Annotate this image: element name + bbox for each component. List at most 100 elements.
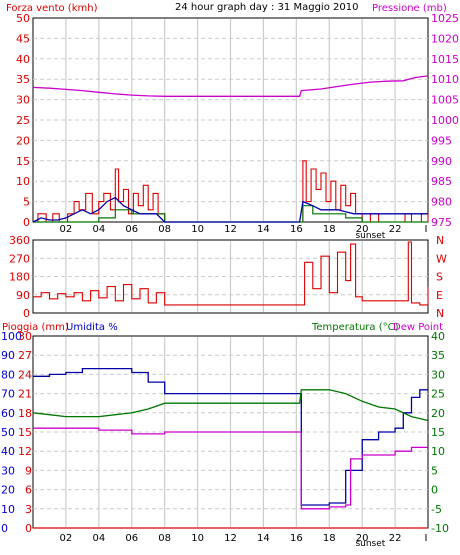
- dewpoint-line: [33, 427, 428, 510]
- humidity-tick-label: 10: [1, 503, 15, 516]
- wind-tick-label: 15: [16, 155, 30, 168]
- sunset-label: sunset: [355, 539, 385, 549]
- temperature-tick-label: 40: [431, 330, 445, 343]
- humidity-tick-label: 50: [1, 426, 15, 439]
- wind-axis-label: Forza vento (kmh): [6, 3, 98, 14]
- pressure-tick-label: 1000: [431, 114, 459, 127]
- temperature-tick-label: 10: [431, 445, 445, 458]
- rain-tick-label: 3: [25, 503, 32, 516]
- humidity-tick-label: 90: [1, 349, 15, 362]
- direction-tick-label: 270: [9, 252, 30, 265]
- pressure-line: [32, 75, 429, 97]
- wind-gust-line: [33, 160, 429, 223]
- humidity-tick-label: 70: [1, 388, 15, 401]
- pressure-tick-label: 980: [431, 196, 452, 209]
- x-tick-label: 14: [257, 533, 270, 544]
- compass-tick-label: W: [436, 252, 447, 265]
- rain-tick-label: 21: [18, 388, 32, 401]
- wind-tick-label: 25: [16, 114, 30, 127]
- direction-tick-label: 180: [9, 271, 30, 284]
- x-tick-label: 18: [323, 533, 336, 544]
- x-tick-label: 10: [191, 224, 204, 235]
- x-tick-label: 12: [224, 224, 237, 235]
- temperature-line: [32, 389, 429, 422]
- wind-tick-label: 35: [16, 73, 30, 86]
- wind-speed-line: [32, 196, 428, 223]
- rain-tick-label: 9: [25, 464, 32, 477]
- x-tick-label: 04: [92, 533, 105, 544]
- pressure-tick-label: 1025: [431, 12, 459, 25]
- rain-axis-label: Pioggia (mm): [2, 322, 69, 333]
- temperature-axis-label: Temperatura (°C): [311, 322, 399, 333]
- x-tick-label: I: [425, 224, 428, 235]
- pressure-tick-label: 975: [431, 216, 452, 229]
- pressure-tick-label: 1020: [431, 32, 459, 45]
- x-tick-label: 06: [125, 224, 138, 235]
- rain-tick-label: 27: [18, 349, 32, 362]
- humidity-tick-label: 100: [1, 330, 22, 343]
- wind-direction-line: [33, 241, 429, 306]
- x-tick-label: 20: [356, 533, 369, 544]
- temperature-tick-label: 35: [431, 349, 445, 362]
- temperature-tick-label: 0: [431, 484, 438, 497]
- pressure-tick-label: 1010: [431, 73, 459, 86]
- humidity-tick-label: 80: [1, 368, 15, 381]
- pressure-axis-label: Pressione (mb): [372, 3, 447, 14]
- compass-tick-label: S: [436, 271, 443, 284]
- temperature-tick-label: 30: [431, 368, 445, 381]
- rain-tick-label: 12: [18, 445, 32, 458]
- x-tick-label: 22: [389, 533, 402, 544]
- pressure-tick-label: 1015: [431, 53, 459, 66]
- wind-tick-label: 5: [23, 196, 30, 209]
- direction-tick-label: 0: [23, 307, 30, 320]
- direction-tick-label: 360: [9, 234, 30, 247]
- temperature-tick-label: 5: [431, 464, 438, 477]
- x-tick-label: 10: [191, 533, 204, 544]
- pressure-tick-label: 1005: [431, 94, 459, 107]
- chart-title: 24 hour graph day : 31 Maggio 2010: [175, 2, 358, 13]
- x-tick-label: 12: [224, 533, 237, 544]
- x-tick-label: 22: [389, 224, 402, 235]
- temperature-tick-label: 15: [431, 426, 445, 439]
- compass-tick-label: N: [436, 307, 444, 320]
- x-tick-label: 04: [92, 224, 105, 235]
- x-tick-label: 14: [257, 224, 270, 235]
- wind-tick-label: 40: [16, 53, 30, 66]
- x-tick-label: 08: [158, 533, 171, 544]
- humidity-tick-label: 40: [1, 445, 15, 458]
- rain-tick-label: 15: [18, 426, 32, 439]
- tick-layer: 0510152025303540455097598098599099510001…: [1, 12, 459, 549]
- wind-tick-label: 20: [16, 134, 30, 147]
- x-tick-label: I: [425, 533, 428, 544]
- humidity-tick-label: 20: [1, 484, 15, 497]
- rain-tick-label: 24: [18, 368, 32, 381]
- pressure-tick-label: 985: [431, 175, 452, 188]
- x-tick-label: 02: [60, 533, 73, 544]
- x-tick-label: 16: [290, 533, 303, 544]
- temperature-tick-label: -10: [431, 522, 449, 535]
- x-tick-label: 02: [60, 224, 73, 235]
- wind-tick-label: 10: [16, 175, 30, 188]
- temperature-tick-label: 25: [431, 388, 445, 401]
- humidity-tick-label: 30: [1, 464, 15, 477]
- direction-tick-label: 90: [16, 289, 30, 302]
- x-tick-label: 18: [323, 224, 336, 235]
- dewpoint-axis-label: Dew Point: [393, 322, 443, 333]
- pressure-tick-label: 995: [431, 134, 452, 147]
- humidity-axis-label: Umidita %: [66, 322, 118, 333]
- sunset-label: sunset: [355, 231, 385, 241]
- x-tick-label: 08: [158, 224, 171, 235]
- wind-tick-label: 45: [16, 32, 30, 45]
- temperature-tick-label: -5: [431, 503, 442, 516]
- rain-tick-label: 18: [18, 407, 32, 420]
- x-tick-label: 20: [356, 224, 369, 235]
- wind-tick-label: 50: [16, 12, 30, 25]
- compass-tick-label: E: [436, 289, 443, 302]
- pressure-tick-label: 990: [431, 155, 452, 168]
- wind-tick-label: 0: [23, 216, 30, 229]
- wind-tick-label: 30: [16, 94, 30, 107]
- compass-tick-label: N: [436, 234, 444, 247]
- x-tick-label: 06: [125, 533, 138, 544]
- x-tick-label: 16: [290, 224, 303, 235]
